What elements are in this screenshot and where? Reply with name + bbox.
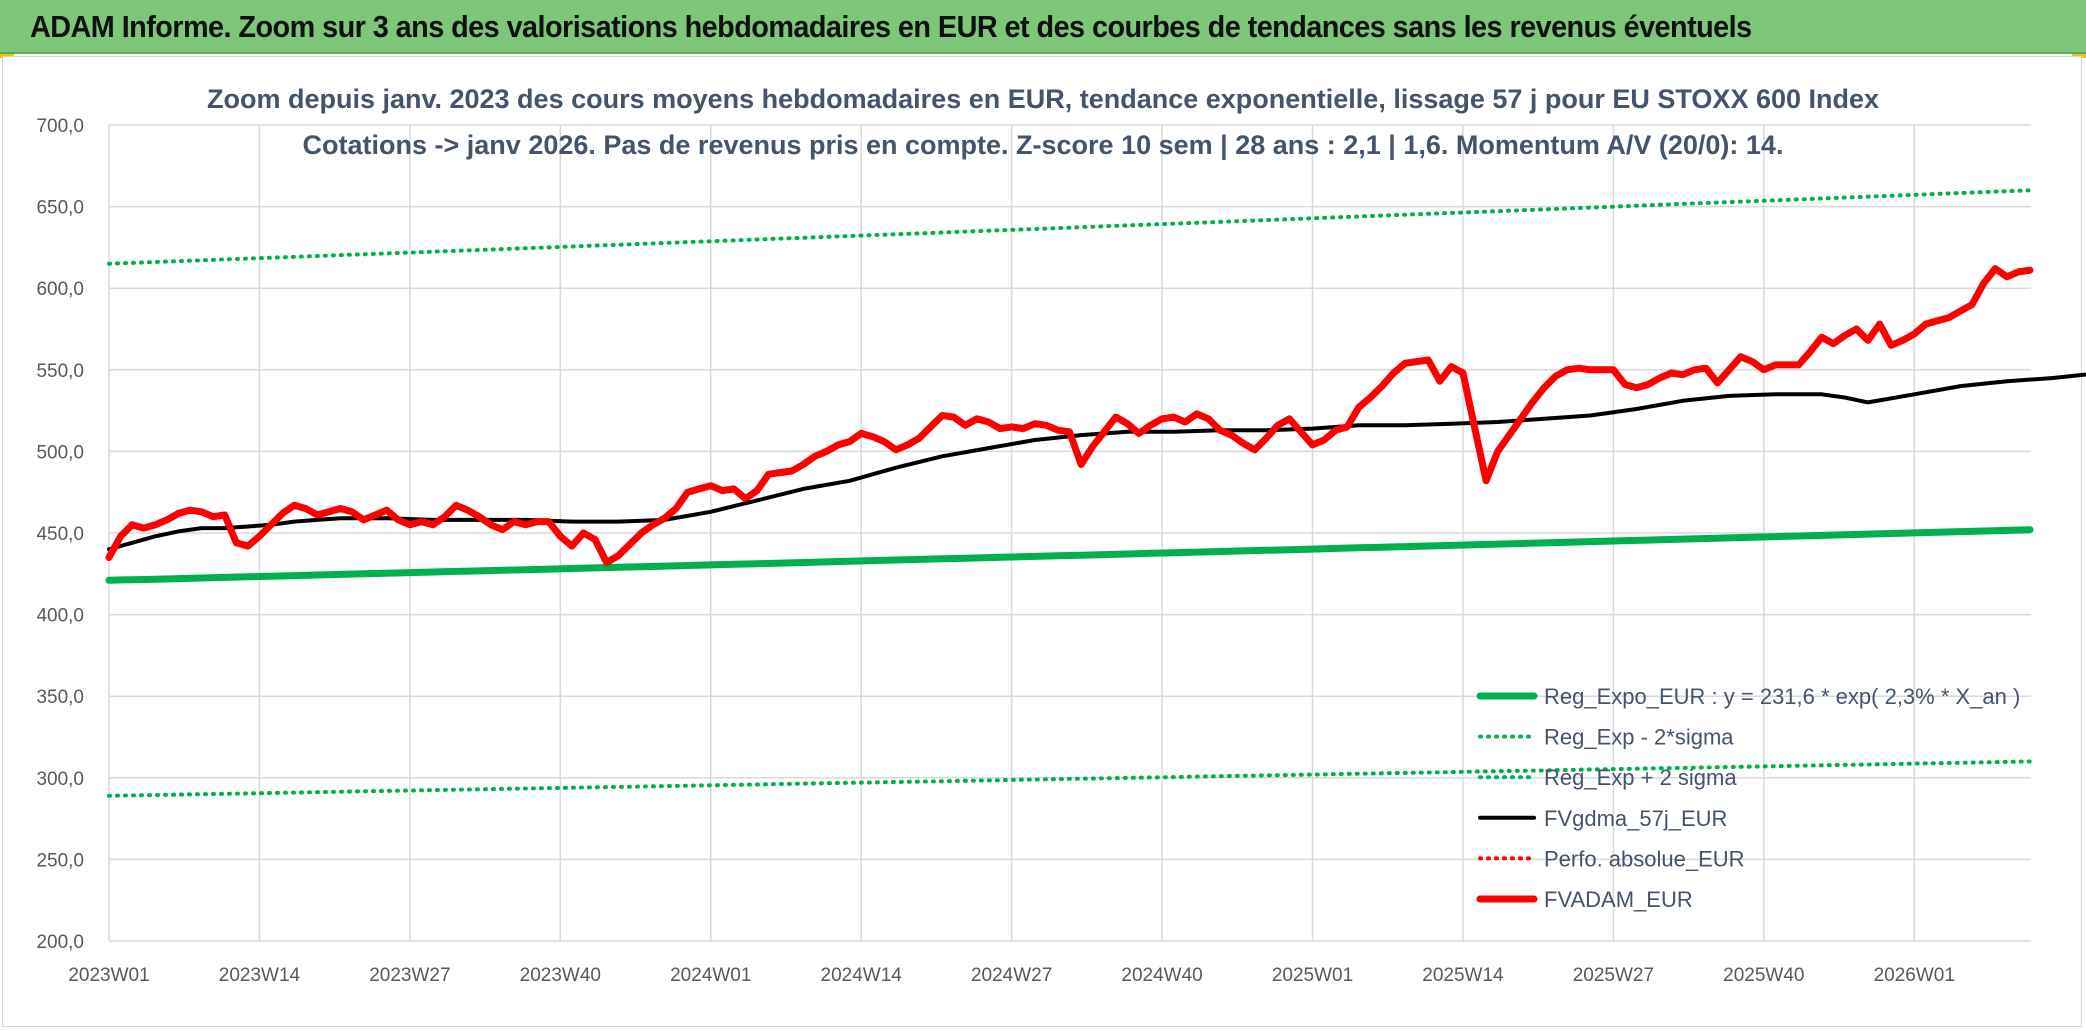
x-tick-label: 2025W27: [1573, 965, 1654, 986]
x-axis-ticks: 2023W01 2023W14 2023W27 2023W40 2024W01 2024W…: [68, 965, 1955, 986]
y-axis-ticks: 200,0 250,0 300,0 350,0 400,0 450,0 500,0 550,0…: [36, 116, 84, 953]
series-line-reg-exp-2-sigma: [107, 188, 2032, 266]
legend: Reg_Expo_EUR : y = 231,6 * exp( 2,3% * X…: [1476, 684, 2020, 912]
y-tick-label: 250,0: [36, 850, 84, 871]
x-tick-label: 2024W27: [971, 965, 1052, 986]
gridlines: [108, 124, 2031, 942]
series-line-fvgdma-57j-eur: [107, 372, 2086, 552]
y-tick-label: 600,0: [36, 279, 84, 300]
chart-frame: [2, 56, 2082, 1027]
legend-entry-label: FVADAM_EUR: [1544, 887, 1693, 912]
x-tick-label: 2025W14: [1422, 965, 1504, 986]
x-tick-label: 2023W40: [520, 965, 601, 986]
report-title: ADAM Informe. Zoom sur 3 ans des valoris…: [30, 9, 1752, 44]
y-tick-label: 300,0: [36, 769, 84, 790]
y-tick-label: 200,0: [36, 932, 84, 953]
x-tick-label: 2024W14: [821, 965, 903, 986]
series-line-reg-expo-eur-y-231-6-exp-2-3-x-an: [105, 526, 2034, 584]
x-tick-label: 2024W40: [1121, 965, 1202, 986]
chart-subtitle: Cotations -> janv 2026. Pas de revenus p…: [303, 130, 1784, 160]
x-tick-label: 2023W14: [219, 965, 301, 986]
series-layer: [105, 188, 2086, 798]
x-tick-label: 2026W01: [1874, 965, 1955, 986]
legend-entry-label: Reg_Exp + 2 sigma: [1544, 765, 1737, 790]
legend-entry-label: Perfo. absolue_EUR: [1544, 846, 1745, 871]
report-banner: ADAM Informe. Zoom sur 3 ans des valoris…: [0, 0, 2086, 54]
x-tick-label: 2025W40: [1723, 965, 1804, 986]
x-tick-label: 2023W27: [369, 965, 450, 986]
y-tick-label: 650,0: [36, 198, 84, 219]
x-tick-label: 2024W01: [670, 965, 751, 986]
y-tick-label: 550,0: [36, 361, 84, 382]
chart-title: Zoom depuis janv. 2023 des cours moyens …: [207, 84, 1879, 114]
y-tick-label: 500,0: [36, 442, 84, 463]
legend-entry-label: FVgdma_57j_EUR: [1544, 806, 1727, 831]
x-tick-label: 2025W01: [1272, 965, 1353, 986]
series-line-reg-exp-2-sigma: [107, 759, 2032, 798]
y-tick-label: 400,0: [36, 606, 84, 627]
series-line-fvadam-eur: [105, 265, 2034, 566]
y-tick-label: 700,0: [36, 116, 84, 137]
legend-entry-label: Reg_Exp - 2*sigma: [1544, 725, 1734, 750]
legend-entry-label: Reg_Expo_EUR : y = 231,6 * exp( 2,3% * X…: [1544, 684, 2020, 709]
y-tick-label: 350,0: [36, 687, 84, 708]
y-tick-label: 450,0: [36, 524, 84, 545]
x-tick-label: 2023W01: [68, 965, 149, 986]
